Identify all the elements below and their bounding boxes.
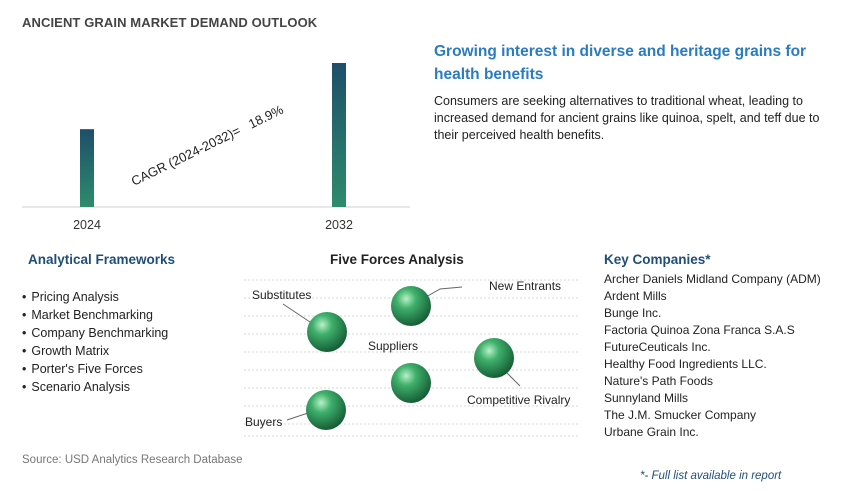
market-bar-chart: 2024 2032 CAGR (2024-2032)= 18.9% bbox=[22, 63, 410, 232]
companies-title: Key Companies* bbox=[604, 252, 711, 267]
company-item: Factoria Quinoa Zona Franca S.A.S bbox=[604, 323, 795, 337]
sphere-new-entrants bbox=[391, 286, 431, 326]
connector-new-entrants bbox=[411, 286, 463, 306]
insight-headline: Growing interest in diverse and heritage… bbox=[434, 43, 807, 83]
framework-item: Scenario Analysis bbox=[22, 378, 168, 396]
sphere-competitive-rivalry bbox=[474, 338, 514, 378]
framework-item: Growth Matrix bbox=[22, 342, 168, 360]
five-forces-gridlines bbox=[244, 279, 578, 437]
label-suppliers: Suppliers bbox=[368, 339, 418, 353]
label-competitive-rivalry: Competitive Rivalry bbox=[467, 393, 570, 407]
connector-substitutes bbox=[282, 303, 311, 323]
source-note: Source: USD Analytics Research Database bbox=[22, 454, 243, 466]
company-item: Sunnyland Mills bbox=[604, 391, 689, 405]
sphere-substitutes bbox=[307, 312, 347, 352]
five-forces-title: Five Forces Analysis bbox=[330, 252, 464, 267]
company-item: Healthy Food Ingredients LLC. bbox=[604, 357, 767, 371]
insight-description: Consumers are seeking alternatives to tr… bbox=[434, 94, 820, 142]
framework-item: Pricing Analysis bbox=[22, 288, 168, 306]
x-tick-label: 2032 bbox=[325, 218, 353, 232]
framework-item: Company Benchmarking bbox=[22, 324, 168, 342]
company-item: Nature's Path Foods bbox=[604, 374, 714, 388]
company-item: Urbane Grain Inc. bbox=[604, 425, 699, 439]
company-item: The J.M. Smucker Company bbox=[604, 408, 757, 422]
company-item: Bunge Inc. bbox=[604, 306, 662, 320]
framework-item: Market Benchmarking bbox=[22, 306, 168, 324]
connector-competitive-rivalry bbox=[495, 361, 521, 387]
label-substitutes: Substitutes bbox=[252, 288, 311, 302]
connector-buyers bbox=[286, 412, 309, 421]
sphere-buyers bbox=[306, 390, 346, 430]
label-new-entrants: New Entrants bbox=[489, 279, 561, 293]
page-title: ANCIENT GRAIN MARKET DEMAND OUTLOOK bbox=[22, 15, 318, 30]
bar-2032 bbox=[332, 63, 346, 207]
cagr-annotation: CAGR (2024-2032)= 18.9% bbox=[129, 102, 286, 189]
framework-item: Porter's Five Forces bbox=[22, 360, 168, 378]
label-buyers: Buyers bbox=[245, 415, 282, 429]
company-item: Archer Daniels Midland Company (ADM) bbox=[604, 272, 821, 286]
frameworks-title: Analytical Frameworks bbox=[28, 252, 176, 267]
company-item: Ardent Mills bbox=[604, 289, 667, 303]
full-list-footnote: *- Full list available in report bbox=[640, 470, 782, 482]
sphere-suppliers bbox=[391, 363, 431, 403]
x-tick-label: 2024 bbox=[73, 218, 101, 232]
companies-list: Archer Daniels Midland Company (ADM) Ard… bbox=[604, 271, 821, 441]
company-item: FutureCeuticals Inc. bbox=[604, 340, 711, 354]
frameworks-list: Pricing Analysis Market Benchmarking Com… bbox=[22, 288, 168, 396]
bar-2024 bbox=[80, 129, 94, 207]
